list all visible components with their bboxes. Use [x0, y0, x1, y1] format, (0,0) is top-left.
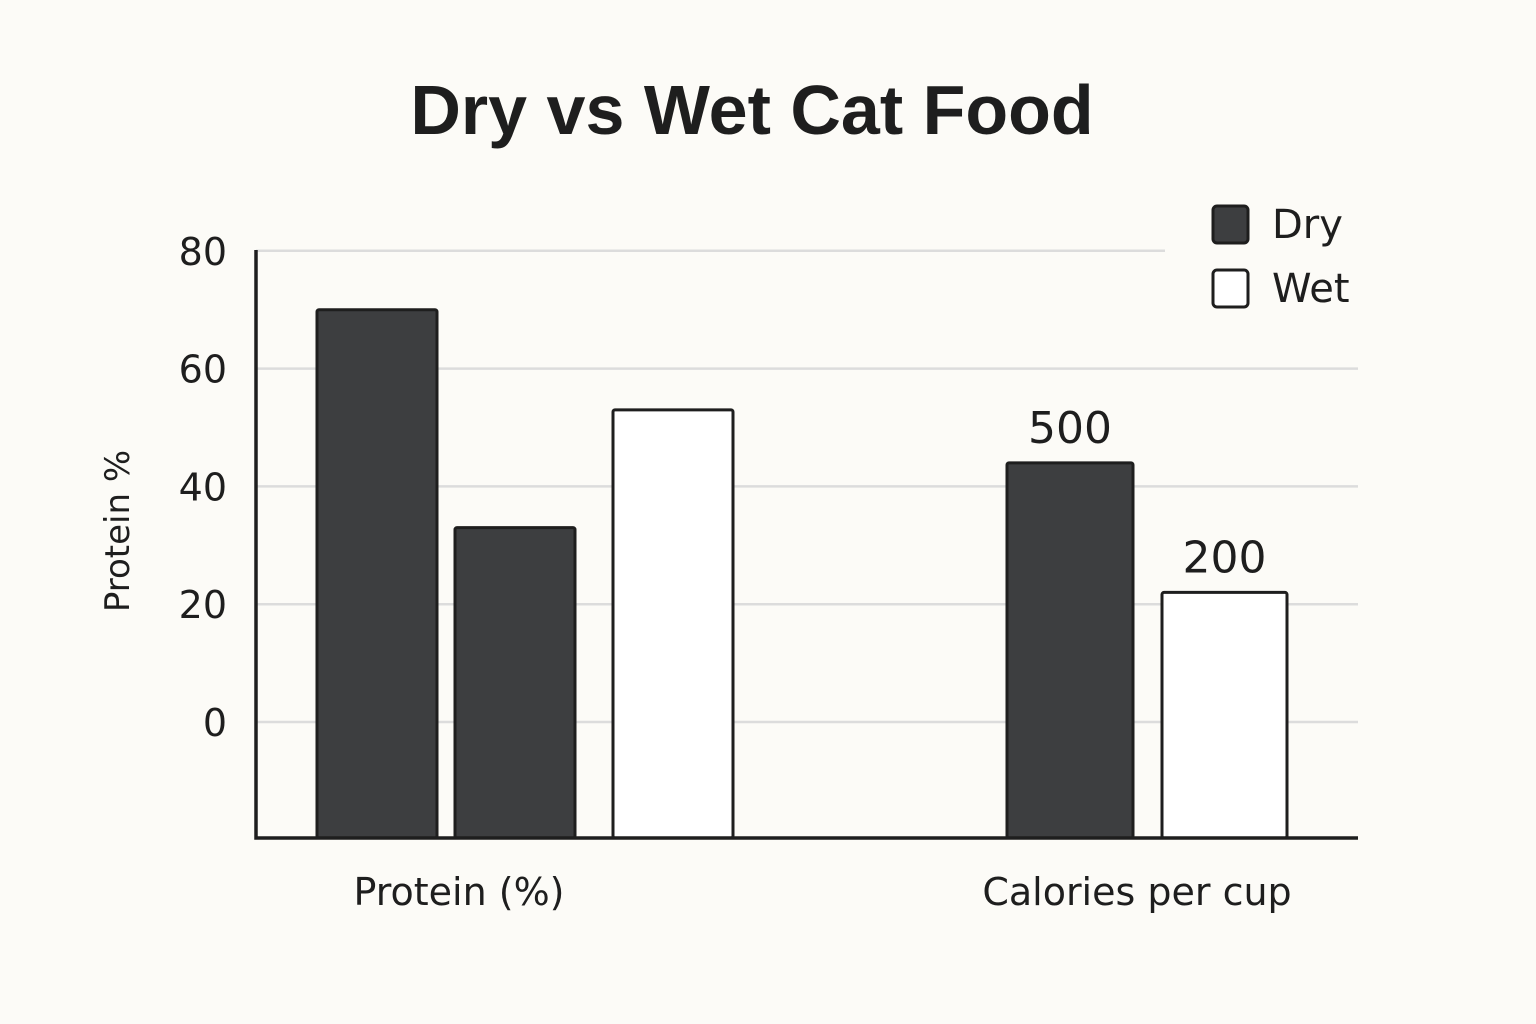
category-label: Calories per cup — [982, 870, 1291, 914]
legend-label-dry: Dry — [1272, 202, 1343, 248]
legend: Dry Wet — [1211, 202, 1350, 312]
bars — [315, 308, 1289, 840]
y-tick-labels: 0 20 40 60 80 — [179, 230, 227, 745]
bar-wet — [1160, 590, 1289, 840]
data-label: 200 — [1183, 532, 1267, 583]
bar-dry — [1005, 461, 1135, 840]
legend-label-wet: Wet — [1272, 266, 1350, 312]
y-tick-label: 60 — [179, 348, 227, 392]
axes — [254, 250, 1358, 840]
legend-swatch-wet — [1211, 268, 1250, 309]
bar-wet — [611, 408, 735, 840]
y-axis-label: Protein % — [98, 450, 138, 612]
chart-title: Dry vs Wet Cat Food — [410, 71, 1093, 149]
axis-lines — [254, 250, 1358, 840]
data-labels: 500 200 — [1028, 403, 1266, 584]
y-tick-label: 0 — [203, 701, 227, 745]
data-label: 500 — [1028, 403, 1112, 454]
legend-swatch-dry — [1211, 204, 1250, 245]
bar-dry — [315, 308, 439, 840]
y-tick-label: 80 — [179, 230, 227, 274]
category-label: Protein (%) — [353, 870, 564, 914]
y-tick-label: 20 — [179, 583, 227, 627]
bar-dry — [453, 526, 577, 840]
y-tick-label: 40 — [179, 465, 227, 509]
category-labels: Protein (%) Calories per cup — [353, 870, 1291, 914]
